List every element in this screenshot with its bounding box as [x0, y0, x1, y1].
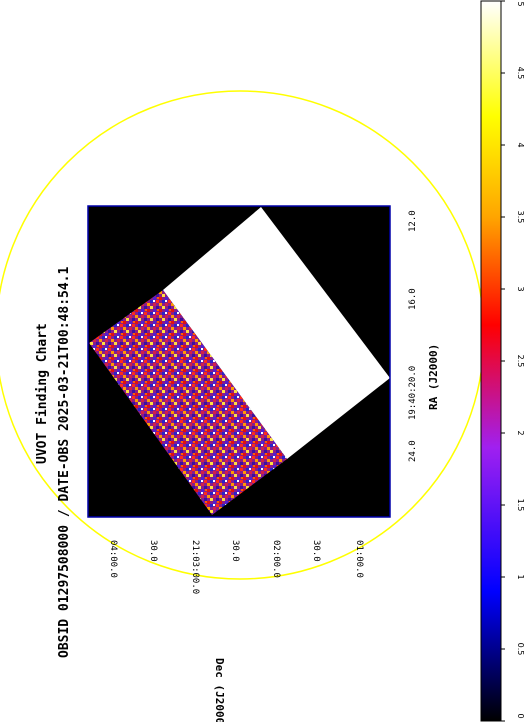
- dec-tick-label: 30.0: [230, 540, 240, 562]
- colorbar-tick-label: 4: [516, 142, 525, 147]
- dec-tick-label: 01:00.0: [354, 540, 364, 578]
- dec-tick-labels: 04:00.0 30.0 21:03:00.0 30.0 02:00.0 30.0 01:0…: [108, 540, 364, 594]
- saturated-region: [163, 207, 390, 459]
- ra-tick-label: 12.0: [408, 210, 418, 232]
- colorbar-tick-label: 1.5: [516, 499, 525, 512]
- dec-tick-label: 02:00.0: [271, 540, 281, 578]
- dec-tick-label: 21:03:00.0: [190, 540, 200, 594]
- image-frame: [87, 205, 391, 518]
- chart-title: UVOT Finding Chart: [35, 323, 50, 464]
- colorbar-tick-label: 1: [516, 574, 525, 579]
- y-axis-label: Dec (J2000): [213, 658, 226, 722]
- dec-tick-label: 30.0: [148, 540, 158, 562]
- ra-tick-label: 16.0: [408, 288, 418, 310]
- dec-tick-label: 30.0: [311, 540, 321, 562]
- colorbar-tick-label: 0.5: [516, 643, 525, 656]
- colorbar: [480, 0, 502, 722]
- ra-tick-labels: 24.0 19:40:20.0 16.0 12.0: [408, 210, 418, 462]
- colorbar-tick-label: 2.5: [516, 355, 525, 368]
- colorbar-tick-label: 5: [516, 1, 525, 6]
- colorbar-tick-label: 2: [516, 430, 525, 435]
- dec-tick-label: 04:00.0: [108, 540, 118, 578]
- ra-tick-label: 19:40:20.0: [408, 366, 418, 420]
- x-axis-label: RA (J2000): [427, 344, 440, 410]
- colorbar-tick-label: 3: [516, 286, 525, 291]
- exposure-region: [89, 290, 287, 515]
- colorbar-tick-label: 4.5: [516, 67, 525, 80]
- ra-tick-label: 24.0: [408, 440, 418, 462]
- colorbar-tick-label: 0: [516, 713, 525, 718]
- colorbar-tick-label: 3.5: [516, 211, 525, 224]
- colorbar-tick-labels: 0 0.5 1 1.5 2 2.5 3 3.5 4 4.5 5: [501, 0, 525, 722]
- chart-subtitle: OBSID 01297508000 / DATE-OBS 2025-03-21T…: [57, 266, 72, 658]
